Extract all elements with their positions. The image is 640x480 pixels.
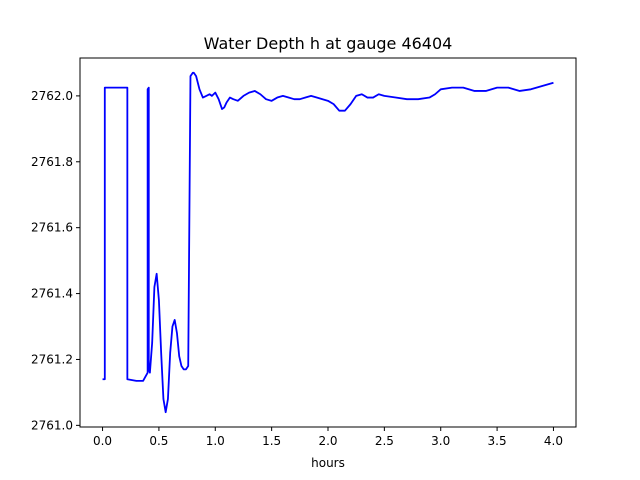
- plot-area-frame: [80, 58, 576, 427]
- y-tick-label: 2762.0: [31, 89, 73, 103]
- x-axis-label: hours: [311, 456, 345, 470]
- x-tick-label: 1.0: [206, 434, 225, 448]
- x-tick-label: 2.5: [375, 434, 394, 448]
- x-tick-label: 3.0: [431, 434, 450, 448]
- y-axis: 2761.0 2761.2 2761.4 2761.6 2761.8 2762.0: [31, 89, 80, 432]
- x-tick-label: 0.5: [149, 434, 168, 448]
- x-tick-label: 4.0: [544, 434, 563, 448]
- x-tick-label: 3.5: [488, 434, 507, 448]
- y-tick-label: 2761.8: [31, 155, 73, 169]
- y-tick-label: 2761.2: [31, 352, 73, 366]
- y-tick-label: 2761.0: [31, 418, 73, 432]
- chart-title: Water Depth h at gauge 46404: [204, 34, 453, 53]
- y-tick-label: 2761.6: [31, 221, 73, 235]
- series-line: [103, 73, 554, 412]
- x-tick-label: 2.0: [318, 434, 337, 448]
- x-tick-label: 0.0: [93, 434, 112, 448]
- x-axis: 0.0 0.5 1.0 1.5 2.0 2.5 3.0 3.5 4.0: [93, 427, 563, 448]
- x-tick-label: 1.5: [262, 434, 281, 448]
- y-tick-label: 2761.4: [31, 287, 73, 301]
